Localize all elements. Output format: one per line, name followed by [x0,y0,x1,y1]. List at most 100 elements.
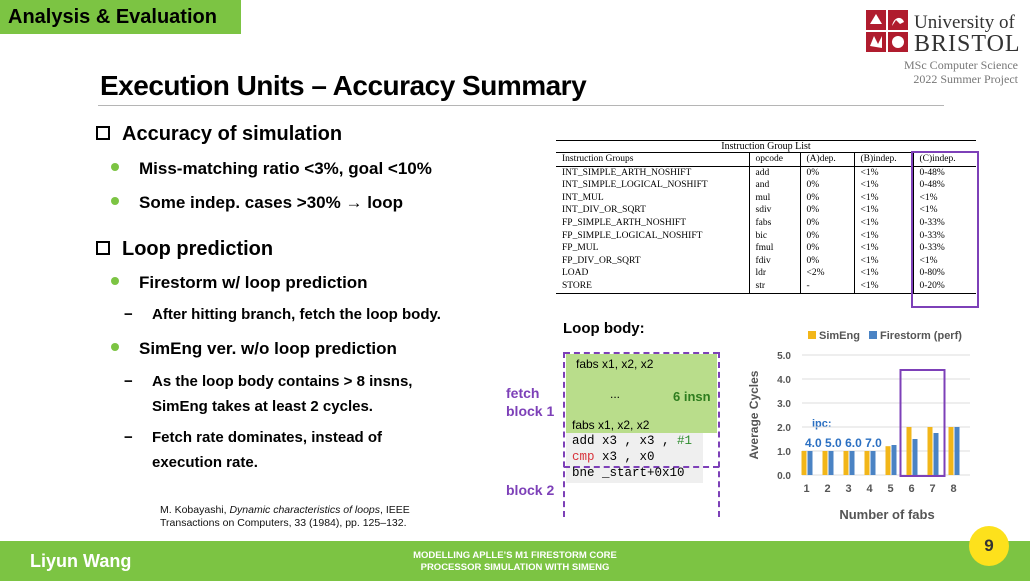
page-number-badge: 9 [969,526,1009,566]
legend-label-simeng: SimEng [819,330,860,342]
bar-simeng [864,451,870,475]
bullet-dot-icon [111,343,119,351]
y-tick-label: 1.0 [777,447,791,458]
table-cell: <1% [919,192,938,203]
table-cell: 0% [800,242,855,255]
table-header-row: Instruction Groups opcode (A)dep. (B)ind… [556,153,976,167]
table-cell: <1% [854,229,914,243]
insn-count-label: 6 insn [673,389,711,404]
code-immediate: #1 [677,434,693,448]
legend-swatch-firestorm [869,331,878,339]
loop-body-title: Loop body: [563,320,645,337]
y-axis-label: Average Cycles [747,370,761,459]
table-cell: mul [749,191,801,205]
ipc-value: 4.0 [805,436,822,450]
title-divider [98,105,944,106]
table-cell: FP_DIV_OR_SQRT [556,254,750,268]
table-cell: fdiv [749,254,801,268]
dashed-border-left [563,352,565,517]
table-cell: 0-33% [919,230,945,241]
table-row: LOAD ldr <2% <1% 0-80% [556,267,976,280]
table-cell: fabs [749,216,801,230]
ipc-value: 5.0 [825,436,842,450]
reference-line2: Transactions on Computers, 33 (1984), pp… [160,517,407,529]
footer-bar: Liyun Wang MODELLING APLLE’S M1 FIRESTOR… [0,541,1030,581]
project-note: MSc Computer Science 2022 Summer Project [904,58,1018,86]
table-row: STORE str - <1% 0-20% [556,279,976,294]
fetch-block1-label: fetch block 1 [506,384,554,420]
x-tick-label: 4 [866,483,873,495]
bar-simeng [885,446,891,475]
bar-firestorm [849,451,855,475]
x-tick-label: 8 [950,483,956,495]
sub-fetch-rate-line2: execution rate. [152,454,258,471]
reference-line1: M. Kobayashi, Dynamic characteristics of… [160,504,410,517]
code-args: x3 , x0 [594,450,655,464]
x-tick-label: 2 [824,483,830,495]
legend-swatch-simeng [808,331,816,339]
table-cell: ldr [749,267,801,280]
fetch-label-line1: fetch [506,385,540,401]
bar-simeng [906,427,912,475]
dashed-border-right [718,352,720,517]
indep-column-highlight [911,151,979,308]
square-bullet-icon [96,241,110,255]
table-cell: FP_SIMPLE_LOGICAL_NOSHIFT [556,229,750,243]
university-name-line1: University of [914,12,1015,33]
heading-accuracy-text: Accuracy of simulation [122,123,343,145]
table-cell: sdiv [749,204,801,217]
highlight-box [899,369,946,477]
table-cell: <2% [800,267,855,280]
table-cell: <1% [919,255,938,266]
code-line-cmp: cmp x3 , x0 [572,450,655,464]
code-region [566,433,703,483]
y-tick-label: 3.0 [777,399,791,410]
code-opcode: add [572,434,595,448]
bar-firestorm [828,451,834,475]
table-cell: <1% [919,205,938,216]
sub-loop-body-insns-line1: As the loop body contains > 8 insns, [152,373,413,390]
code-args: _start+0x10 [594,466,685,480]
table-cell: <1% [854,279,914,294]
heading-loop-prediction-text: Loop prediction [122,238,274,260]
fetch-block1-region [566,354,717,433]
dash-bullet: − [124,306,133,323]
y-tick-label: 0.0 [777,471,791,482]
table-cell: FP_SIMPLE_ARTH_NOSHIFT [556,216,750,230]
bar-firestorm [891,445,897,475]
table-cell: <1% [854,191,914,205]
x-tick-label: 1 [803,483,809,495]
table-cell: <1% [854,166,914,180]
table-row: INT_DIV_OR_SQRT sdiv 0% <1% <1% [556,204,976,217]
table-cell: <1% [854,267,914,280]
heading-accuracy: Accuracy of simulation [96,123,342,146]
bullet-firestorm-text: Firestorm w/ loop prediction [139,273,368,292]
table-cell: 0-48% [919,180,945,191]
table-cell: LOAD [556,267,750,280]
table-row: FP_DIV_OR_SQRT fdiv 0% <1% <1% [556,254,976,268]
project-note-line1: MSc Computer Science [904,58,1018,72]
crest-icon [866,10,908,52]
y-tick-label: 2.0 [777,423,791,434]
loop-ellipsis: ... [610,387,621,401]
dash-bullet: − [124,373,133,390]
footer-title: MODELLING APLLE’S M1 FIRESTORM CORE PROC… [330,550,700,574]
sub-fetch-rate-line1: Fetch rate dominates, instead of [152,429,383,446]
table-cell: FP_MUL [556,242,750,255]
table-header: Instruction Groups [556,153,750,167]
x-tick-label: 6 [908,483,914,495]
bar-simeng [948,427,954,475]
code-line-add: add x3 , x3 , #1 [572,434,692,448]
table-header: (B)indep. [854,153,914,167]
university-logo: University of BRISTOL [866,10,1026,58]
bullet-firestorm: Firestorm w/ loop prediction [111,273,368,293]
bullet-mismatch: Miss-matching ratio <3%, goal <10% [111,159,432,179]
dashed-border-top [564,352,719,354]
bullet-dot-icon [111,163,119,171]
square-bullet-icon [96,126,110,140]
table-cell: 0-33% [919,217,945,228]
table-cell: INT_DIV_OR_SQRT [556,204,750,217]
bullet-dot-icon [111,197,119,205]
code-line-bne: bne _start+0x10 [572,466,685,480]
